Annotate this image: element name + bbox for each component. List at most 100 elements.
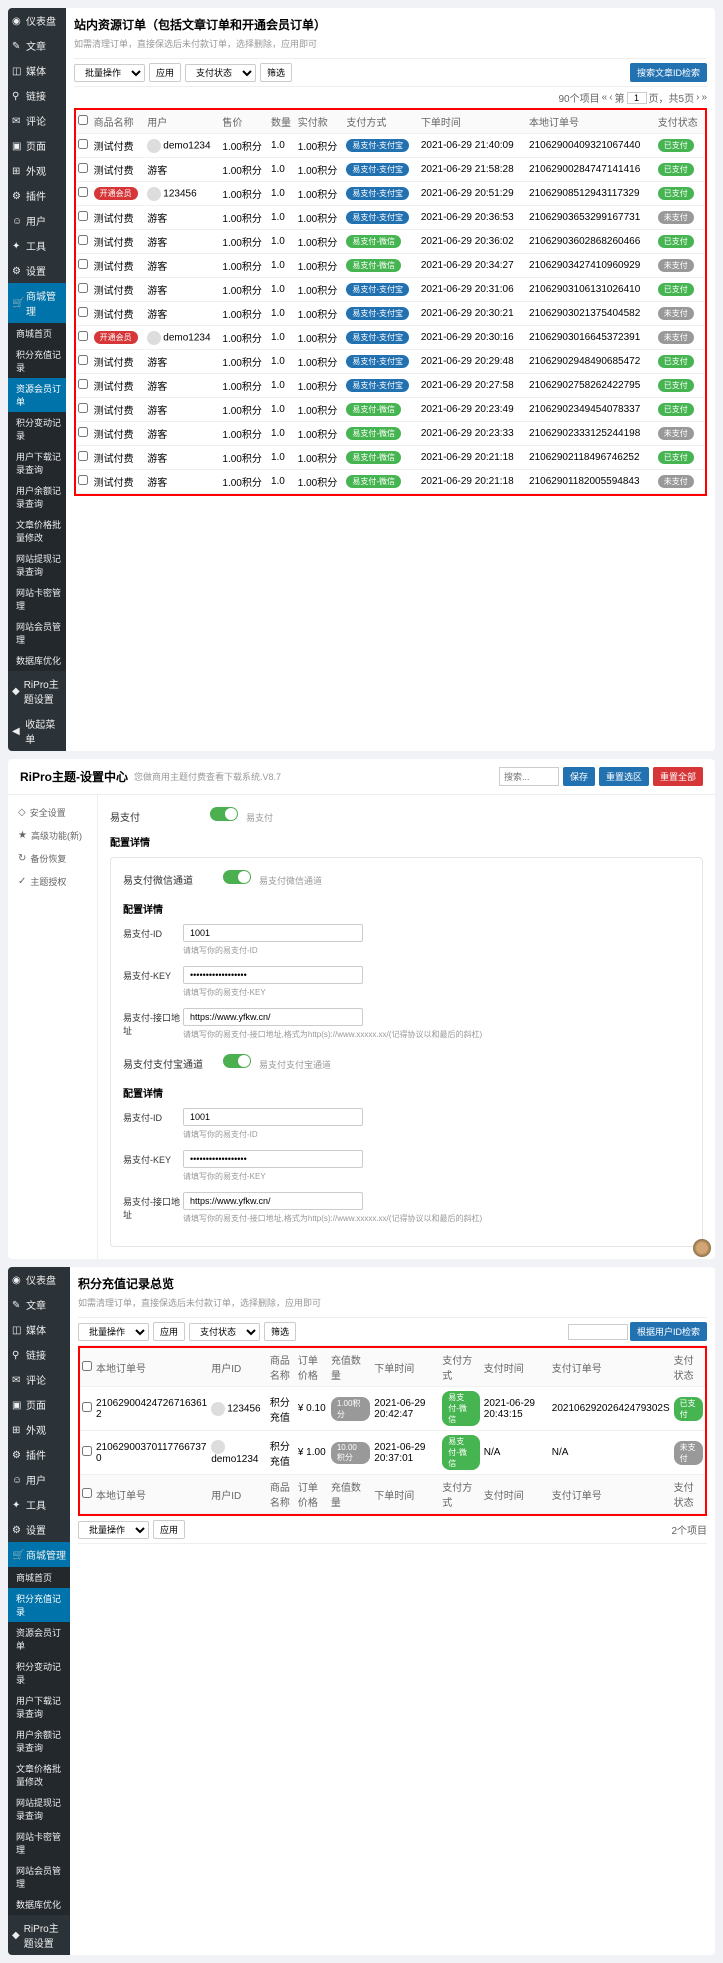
sidebar-shop[interactable]: 🛒商城管理 (8, 1542, 70, 1567)
sidebar-item[interactable]: ⚙设置 (8, 258, 66, 283)
batch-select[interactable]: 批量操作 (78, 1323, 149, 1341)
sidebar-item[interactable]: ▣页面 (8, 1392, 70, 1417)
sidebar-sub-item[interactable]: 文章价格批量修改 (8, 1758, 70, 1792)
api-input-2[interactable] (183, 1192, 363, 1210)
alipay-toggle[interactable] (223, 1054, 251, 1068)
paystatus-select[interactable]: 支付状态 (189, 1323, 260, 1341)
settings-side-item[interactable]: ★ 高级功能(新) (8, 824, 97, 847)
sidebar-sub-item[interactable]: 用户下载记录查询 (8, 446, 66, 480)
row-checkbox[interactable] (82, 1402, 92, 1412)
select-all[interactable] (78, 115, 88, 125)
page-input[interactable] (627, 92, 647, 104)
easypay-toggle[interactable] (210, 807, 238, 821)
sidebar-item[interactable]: ◉仪表盘 (8, 8, 66, 33)
row-checkbox[interactable] (78, 211, 88, 221)
sidebar-sub-item[interactable]: 用户余额记录查询 (8, 480, 66, 514)
row-checkbox[interactable] (82, 1446, 92, 1456)
row-checkbox[interactable] (78, 163, 88, 173)
row-checkbox[interactable] (78, 427, 88, 437)
sidebar-item[interactable]: ⚲链接 (8, 83, 66, 108)
sidebar-sub-item[interactable]: 商城首页 (8, 1567, 70, 1588)
apply-button[interactable]: 应用 (153, 1520, 185, 1539)
apply-button[interactable]: 应用 (153, 1322, 185, 1341)
sidebar-sub-item[interactable]: 网站卡密管理 (8, 582, 66, 616)
key-input[interactable] (183, 966, 363, 984)
sidebar-sub-item[interactable]: 用户下载记录查询 (8, 1690, 70, 1724)
sidebar-collapse[interactable]: ◀收起菜单 (8, 711, 66, 751)
sidebar-item[interactable]: ◉仪表盘 (8, 1267, 70, 1292)
row-checkbox[interactable] (78, 451, 88, 461)
sidebar-item[interactable]: ⚙设置 (8, 1517, 70, 1542)
sidebar-ripro[interactable]: ◆RiPro主题设置 (8, 1915, 70, 1955)
row-checkbox[interactable] (78, 475, 88, 485)
row-checkbox[interactable] (78, 331, 88, 341)
select-all[interactable] (82, 1361, 92, 1371)
search-user-button[interactable]: 根据用户ID检索 (630, 1322, 707, 1341)
sidebar-sub-item[interactable]: 网站会员管理 (8, 1860, 70, 1894)
sidebar-sub-item[interactable]: 资源会员订单 (8, 1622, 70, 1656)
id-input[interactable] (183, 924, 363, 942)
pager-last[interactable]: » (701, 92, 707, 103)
sidebar-sub-item[interactable]: 资源会员订单 (8, 378, 66, 412)
api-input[interactable] (183, 1008, 363, 1026)
batch-select[interactable]: 批量操作 (78, 1521, 149, 1539)
sidebar-sub-item[interactable]: 文章价格批量修改 (8, 514, 66, 548)
sidebar-item[interactable]: ◫媒体 (8, 1317, 70, 1342)
sidebar-item[interactable]: ✉评论 (8, 1367, 70, 1392)
sidebar-item[interactable]: ▣页面 (8, 133, 66, 158)
sidebar-sub-item[interactable]: 网站提现记录查询 (8, 548, 66, 582)
sidebar-sub-item[interactable]: 积分变动记录 (8, 412, 66, 446)
apply-button[interactable]: 应用 (149, 63, 181, 82)
save-button[interactable]: 保存 (563, 767, 595, 786)
wechat-toggle[interactable] (223, 870, 251, 884)
row-checkbox[interactable] (78, 235, 88, 245)
sidebar-item[interactable]: ⚙插件 (8, 1442, 70, 1467)
sidebar-item[interactable]: ✉评论 (8, 108, 66, 133)
pager-next[interactable]: › (696, 92, 699, 103)
sidebar-item[interactable]: ⚙插件 (8, 183, 66, 208)
row-checkbox[interactable] (78, 355, 88, 365)
sidebar-item[interactable]: ✎文章 (8, 1292, 70, 1317)
row-checkbox[interactable] (78, 259, 88, 269)
sidebar-sub-item[interactable]: 积分充值记录 (8, 344, 66, 378)
sidebar-sub-item[interactable]: 商城首页 (8, 323, 66, 344)
sidebar-item[interactable]: ⊞外观 (8, 158, 66, 183)
sidebar-sub-item[interactable]: 网站卡密管理 (8, 1826, 70, 1860)
sidebar-ripro[interactable]: ◆RiPro主题设置 (8, 671, 66, 711)
filter-button[interactable]: 筛选 (264, 1322, 296, 1341)
sidebar-sub-item[interactable]: 网站提现记录查询 (8, 1792, 70, 1826)
sidebar-sub-item[interactable]: 数据库优化 (8, 650, 66, 671)
sidebar-item[interactable]: ◫媒体 (8, 58, 66, 83)
sidebar-item[interactable]: ☺用户 (8, 1467, 70, 1492)
sidebar-sub-item[interactable]: 网站会员管理 (8, 616, 66, 650)
sidebar-shop[interactable]: 🛒商城管理 (8, 283, 66, 323)
settings-side-item[interactable]: ✓ 主题授权 (8, 870, 97, 893)
row-checkbox[interactable] (78, 139, 88, 149)
sidebar-sub-item[interactable]: 数据库优化 (8, 1894, 70, 1915)
key-input-2[interactable] (183, 1150, 363, 1168)
sidebar-item[interactable]: ⚲链接 (8, 1342, 70, 1367)
settings-side-item[interactable]: ◇ 安全设置 (8, 801, 97, 824)
row-checkbox[interactable] (78, 403, 88, 413)
sidebar-item[interactable]: ✦工具 (8, 233, 66, 258)
sidebar-item[interactable]: ☺用户 (8, 208, 66, 233)
row-checkbox[interactable] (78, 307, 88, 317)
search-input[interactable] (568, 1324, 628, 1340)
row-checkbox[interactable] (78, 187, 88, 197)
id-input-2[interactable] (183, 1108, 363, 1126)
paystatus-select[interactable]: 支付状态 (185, 64, 256, 82)
sidebar-sub-item[interactable]: 用户余额记录查询 (8, 1724, 70, 1758)
pager-first[interactable]: « (602, 92, 608, 103)
settings-side-item[interactable]: ↻ 备份恢复 (8, 847, 97, 870)
sidebar-item[interactable]: ✎文章 (8, 33, 66, 58)
row-checkbox[interactable] (78, 379, 88, 389)
row-checkbox[interactable] (78, 283, 88, 293)
reset-section-button[interactable]: 重置选区 (599, 767, 649, 786)
search-article-button[interactable]: 搜索文章ID检索 (630, 63, 707, 82)
pager-prev[interactable]: ‹ (609, 92, 612, 103)
sidebar-sub-item[interactable]: 积分变动记录 (8, 1656, 70, 1690)
sidebar-item[interactable]: ✦工具 (8, 1492, 70, 1517)
filter-button[interactable]: 筛选 (260, 63, 292, 82)
reset-all-button[interactable]: 重置全部 (653, 767, 703, 786)
settings-search[interactable] (499, 767, 559, 786)
